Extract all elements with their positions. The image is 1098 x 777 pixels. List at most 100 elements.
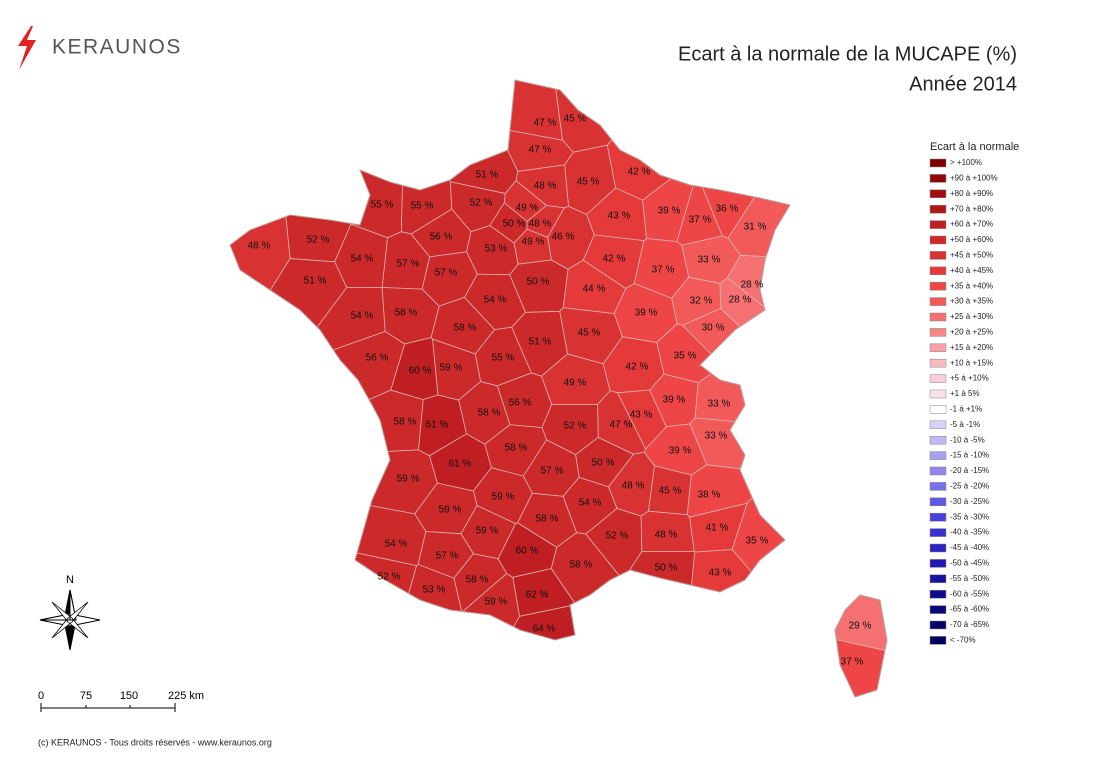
legend-swatch bbox=[929, 497, 947, 507]
legend-title: Ecart à la normale bbox=[930, 141, 1019, 153]
department-label: 58 % bbox=[466, 575, 489, 586]
department-label: 47 % bbox=[529, 145, 552, 156]
department-label: 39 % bbox=[663, 395, 686, 406]
north-arrow: N bbox=[39, 574, 101, 651]
department-label: 52 % bbox=[307, 235, 330, 246]
department-label: 35 % bbox=[674, 351, 697, 362]
legend-label: +35 à +40% bbox=[950, 281, 993, 290]
department-label: 55 % bbox=[411, 201, 434, 212]
department-label: 57 % bbox=[436, 551, 459, 562]
legend-label: -55 à -50% bbox=[950, 574, 989, 583]
department-label: 59 % bbox=[439, 505, 462, 516]
department-label: 56 % bbox=[509, 398, 532, 409]
department-label: 39 % bbox=[669, 446, 692, 457]
legend-swatch bbox=[929, 574, 947, 584]
legend-swatch bbox=[929, 389, 947, 399]
legend-swatch bbox=[929, 374, 947, 383]
legend-swatch bbox=[929, 435, 947, 445]
legend-swatch bbox=[929, 204, 947, 214]
copyright: (c) KERAUNOS - Tous droits réservés - ww… bbox=[38, 737, 272, 747]
department-label: 48 % bbox=[529, 219, 552, 230]
department-label: 43 % bbox=[709, 568, 732, 579]
department-label: 35 % bbox=[746, 536, 769, 547]
department-label: 58 % bbox=[505, 443, 528, 454]
department-label: 59 % bbox=[476, 526, 499, 537]
department-label: 54 % bbox=[484, 295, 507, 306]
legend-label: +40 à +45% bbox=[950, 266, 993, 275]
department-label: 58 % bbox=[394, 417, 417, 428]
brand: KERAUNOS bbox=[52, 36, 182, 59]
department-label: 28 % bbox=[729, 295, 752, 306]
legend-swatch bbox=[929, 620, 947, 630]
department-label: 46 % bbox=[552, 232, 575, 243]
department-label: 58 % bbox=[478, 408, 501, 419]
department-label: 45 % bbox=[564, 114, 587, 125]
department-label: 43 % bbox=[608, 211, 631, 222]
legend-swatch bbox=[929, 451, 947, 460]
legend-swatch bbox=[929, 605, 947, 614]
legend-swatch bbox=[929, 266, 947, 276]
legend-swatch bbox=[929, 559, 947, 568]
legend-swatch bbox=[929, 235, 947, 245]
department-label: 52 % bbox=[606, 531, 629, 542]
department-label: 48 % bbox=[622, 481, 645, 492]
department-label: 50 % bbox=[503, 219, 526, 230]
department-label: 42 % bbox=[603, 254, 626, 265]
legend: > +100% +90 à +100% +80 à +90% +70 à +80% +6… bbox=[929, 158, 998, 645]
legend-swatch bbox=[929, 174, 947, 183]
department-label: 58 % bbox=[570, 560, 593, 571]
legend-label: +70 à +80% bbox=[950, 204, 993, 213]
department bbox=[694, 372, 746, 423]
department-label: 45 % bbox=[577, 177, 600, 188]
legend-label: -10 à -5% bbox=[950, 435, 985, 444]
legend-label: -30 à -25% bbox=[950, 497, 989, 506]
department-label: 33 % bbox=[698, 255, 721, 266]
legend-label: +60 à +70% bbox=[950, 220, 993, 229]
legend-swatch bbox=[929, 482, 947, 491]
department-label: 48 % bbox=[248, 241, 271, 252]
department-label: 42 % bbox=[628, 167, 651, 178]
department-label: 52 % bbox=[378, 572, 401, 583]
department-label: 58 % bbox=[454, 323, 477, 334]
department-label: 39 % bbox=[635, 308, 658, 319]
department-label: 53 % bbox=[423, 585, 446, 596]
scale-label: 150 bbox=[120, 690, 138, 702]
department-label: 52 % bbox=[564, 421, 587, 432]
legend-label: +20 à +25% bbox=[950, 328, 993, 337]
department-label: 54 % bbox=[351, 311, 374, 322]
department-label: 56 % bbox=[430, 232, 453, 243]
legend-label: +1 à 5% bbox=[950, 389, 980, 398]
department-label: 48 % bbox=[534, 181, 557, 192]
legend-swatch bbox=[929, 589, 947, 599]
department-label: 44 % bbox=[583, 284, 606, 295]
department-label: 61 % bbox=[449, 459, 472, 470]
legend-label: -40 à -35% bbox=[950, 528, 989, 537]
department-label: 41 % bbox=[706, 523, 729, 534]
department-label: 38 % bbox=[698, 490, 721, 501]
department-label: 53 % bbox=[485, 244, 508, 255]
scale-label: 0 bbox=[38, 690, 44, 702]
legend-label: +90 à +100% bbox=[950, 174, 998, 183]
legend-label: +25 à +30% bbox=[950, 312, 993, 321]
legend-label: -20 à -15% bbox=[950, 466, 989, 475]
department-label: 50 % bbox=[527, 277, 550, 288]
logo-bolt bbox=[18, 26, 36, 70]
legend-label: -25 à -20% bbox=[950, 482, 989, 491]
legend-swatch bbox=[929, 420, 947, 430]
map: 47 % 45 % 47 % 51 % 48 % 45 % 42 % 55 % 55 % 52 %… bbox=[229, 79, 888, 698]
department-label: 47 % bbox=[610, 420, 633, 431]
department-label: 55 % bbox=[371, 200, 394, 211]
department-label: 45 % bbox=[659, 486, 682, 497]
legend-swatch bbox=[929, 189, 947, 199]
legend-label: -50 à -45% bbox=[950, 559, 989, 568]
department-label: 54 % bbox=[385, 539, 408, 550]
department-label: 43 % bbox=[630, 410, 653, 421]
legend-label: +5 à +10% bbox=[950, 374, 989, 383]
legend-label: -15 à -10% bbox=[950, 451, 989, 460]
department-label: 51 % bbox=[476, 170, 499, 181]
legend-swatch bbox=[929, 328, 947, 337]
department-label: 33 % bbox=[705, 431, 728, 442]
legend-swatch bbox=[929, 281, 947, 291]
legend-swatch bbox=[929, 528, 947, 537]
department-label: 33 % bbox=[708, 399, 731, 410]
